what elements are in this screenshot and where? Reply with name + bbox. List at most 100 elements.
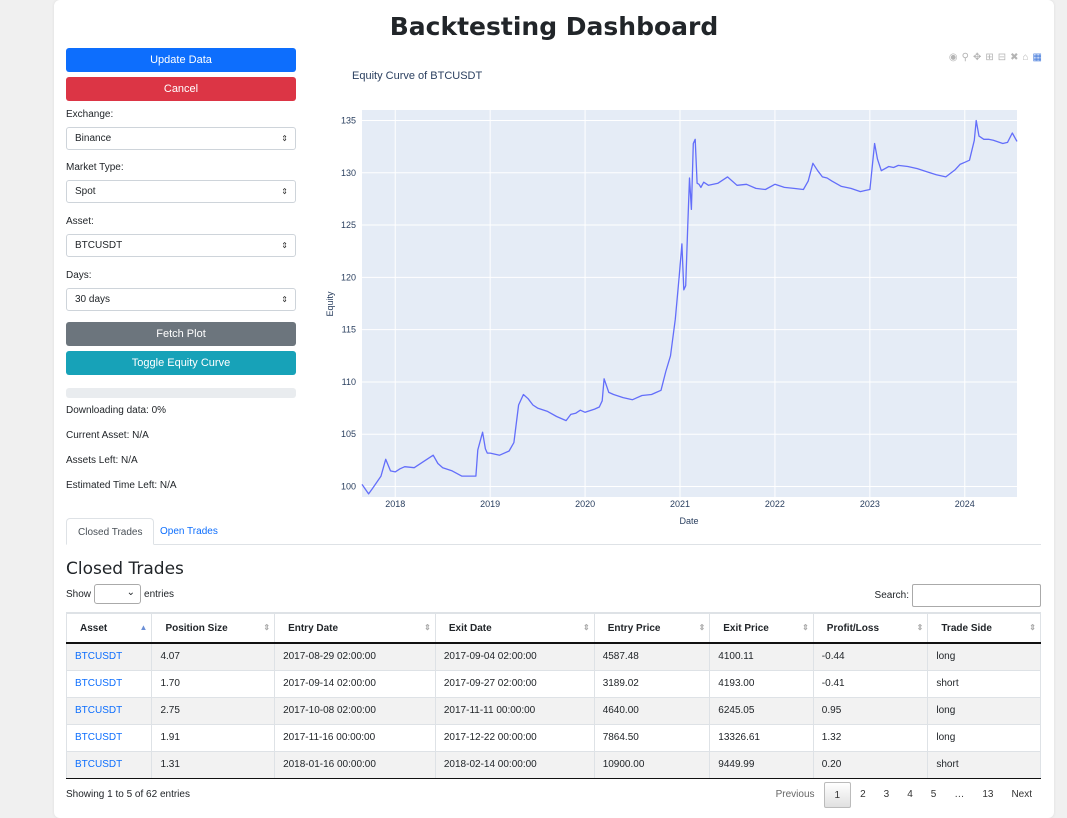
column-header[interactable]: Trade Side ⇕ <box>927 612 1041 644</box>
equity-chart[interactable]: ◉ ⚲ ✥ ⊞ ⊟ ✖ ⌂ ▦ Equity Curve of BTCUSDT … <box>312 50 1042 530</box>
entries-length-select[interactable]: ⌄ <box>94 584 142 604</box>
x-tick-label: 2019 <box>480 499 500 509</box>
table-cell: 1.70 <box>151 669 276 698</box>
table-cell: short <box>927 669 1041 698</box>
update-data-button[interactable]: Update Data <box>66 48 296 72</box>
toggle-equity-curve-button[interactable]: Toggle Equity Curve <box>66 351 296 375</box>
x-tick-label: 2024 <box>955 499 975 509</box>
table-body: BTCUSDT 4.07 2017-08-29 02:00:00 2017-09-04… <box>65 642 1041 779</box>
asset-select[interactable]: BTCUSDT ⇕ <box>66 234 296 257</box>
prev-page-button[interactable]: Previous <box>775 789 815 800</box>
sort-icon: ⇕ <box>916 623 924 632</box>
camera-icon[interactable]: ◉ <box>948 52 958 63</box>
table-cell: 4640.00 <box>593 696 711 725</box>
chevron-updown-icon: ⇕ <box>281 134 288 143</box>
page-button[interactable]: 5 <box>930 789 937 800</box>
zoom-icon[interactable]: ⚲ <box>961 52 969 63</box>
chart-y-axis-label: Equity <box>325 291 335 317</box>
tab-closed-trades[interactable]: Closed Trades <box>66 518 155 545</box>
table-cell: 4193.00 <box>709 669 814 698</box>
table-search: Search: <box>875 584 1041 607</box>
column-header-label: Exit Price <box>723 622 769 634</box>
chart-modebar: ◉ ⚲ ✥ ⊞ ⊟ ✖ ⌂ ▦ <box>949 52 1042 63</box>
y-tick-label: 115 <box>342 325 356 335</box>
table-cell: 2017-09-27 02:00:00 <box>434 669 595 698</box>
market-type-select[interactable]: Spot ⇕ <box>66 180 296 203</box>
table-row: BTCUSDT 4.07 2017-08-29 02:00:00 2017-09-04… <box>65 642 1041 671</box>
table-cell: 2018-02-14 00:00:00 <box>434 750 595 779</box>
table-cell: 2017-09-04 02:00:00 <box>434 642 595 671</box>
trades-tabs: Closed Trades Open Trades <box>66 518 1041 545</box>
column-header[interactable]: Entry Date ⇕ <box>274 612 436 644</box>
asset-link[interactable]: BTCUSDT <box>75 732 123 743</box>
chart-title: Equity Curve of BTCUSDT <box>352 70 482 82</box>
page-button[interactable]: 2 <box>860 789 866 800</box>
asset-link[interactable]: BTCUSDT <box>75 759 123 770</box>
column-header[interactable]: Entry Price ⇕ <box>593 612 711 644</box>
x-tick-label: 2022 <box>765 499 785 509</box>
show-label: Show <box>66 588 92 600</box>
table-cell: 4.07 <box>151 642 276 671</box>
table-cell: 3189.02 <box>593 669 711 698</box>
autoscale-icon[interactable]: ✖ <box>1010 52 1019 63</box>
x-tick-label: 2018 <box>385 499 405 509</box>
equity-chart-svg: Equity Curve of BTCUSDT Equity Date 100 1… <box>325 70 1018 526</box>
plotly-logo-icon[interactable]: ▦ <box>1032 52 1042 63</box>
page-button[interactable]: 13 <box>982 789 994 800</box>
asset-link[interactable]: BTCUSDT <box>75 705 123 716</box>
column-header[interactable]: Profit/Loss ⇕ <box>812 612 929 644</box>
market-type-value: Spot <box>75 186 96 197</box>
page-button[interactable]: 1 <box>823 782 852 808</box>
column-header[interactable]: Asset ▲ <box>65 612 153 644</box>
y-tick-label: 130 <box>341 168 356 178</box>
search-input[interactable] <box>912 584 1041 607</box>
y-tick-label: 110 <box>342 377 356 387</box>
table-cell: BTCUSDT <box>65 723 153 752</box>
table-cell: 2018-01-16 00:00:00 <box>274 750 436 779</box>
cancel-button[interactable]: Cancel <box>66 77 296 101</box>
sort-asc-icon: ▲ <box>139 623 148 632</box>
column-header[interactable]: Exit Date ⇕ <box>434 612 595 644</box>
page-title: Backtesting Dashboard <box>389 12 719 41</box>
table-cell: 9449.99 <box>709 750 814 779</box>
pan-icon[interactable]: ✥ <box>972 52 982 63</box>
page-button[interactable]: 3 <box>883 789 890 800</box>
fetch-plot-button[interactable]: Fetch Plot <box>66 322 296 346</box>
days-select[interactable]: 30 days ⇕ <box>66 288 296 311</box>
search-label: Search: <box>874 590 909 601</box>
column-header-label: Exit Date <box>448 622 492 634</box>
table-cell: 2017-11-16 00:00:00 <box>274 723 436 752</box>
asset-link[interactable]: BTCUSDT <box>75 678 123 689</box>
table-row: BTCUSDT 1.31 2018-01-16 00:00:00 2018-02-14… <box>65 750 1041 779</box>
table-cell: 2.75 <box>151 696 276 725</box>
pagination-ellipsis: … <box>954 789 965 800</box>
table-cell: 1.32 <box>812 723 929 752</box>
zoom-out-icon[interactable]: ⊟ <box>997 52 1007 63</box>
sort-icon: ⇕ <box>698 623 706 632</box>
asset-link[interactable]: BTCUSDT <box>75 651 123 663</box>
eta-status: Estimated Time Left: N/A <box>66 480 177 491</box>
table-cell: 2017-12-22 00:00:00 <box>434 723 595 752</box>
table-row: BTCUSDT 2.75 2017-10-08 02:00:00 2017-11-11… <box>65 696 1041 725</box>
table-cell: BTCUSDT <box>65 642 153 671</box>
table-cell: 2017-11-11 00:00:00 <box>434 696 595 725</box>
table-cell: 1.91 <box>151 723 276 752</box>
tab-open-trades[interactable]: Open Trades <box>160 526 218 537</box>
sort-icon: ⇕ <box>424 623 431 632</box>
table-cell: long <box>927 642 1041 671</box>
table-cell: 10900.00 <box>593 750 711 779</box>
table-row: BTCUSDT 1.70 2017-09-14 02:00:00 2017-09-27… <box>65 669 1041 698</box>
column-header[interactable]: Exit Price ⇕ <box>709 612 814 644</box>
page-button[interactable]: 4 <box>907 789 913 800</box>
next-page-button[interactable]: Next <box>1011 789 1032 800</box>
exchange-select[interactable]: Binance ⇕ <box>66 127 296 150</box>
column-header[interactable]: Position Size ⇕ <box>151 612 276 644</box>
x-tick-label: 2020 <box>575 499 595 509</box>
table-cell: -0.44 <box>812 642 929 671</box>
table-cell: 0.95 <box>812 696 929 725</box>
x-tick-label: 2023 <box>860 499 880 509</box>
home-icon[interactable]: ⌂ <box>1022 52 1029 63</box>
column-header-label: Position Size <box>165 622 228 634</box>
zoom-in-icon[interactable]: ⊞ <box>985 52 994 63</box>
column-header-label: Entry Price <box>607 622 661 634</box>
